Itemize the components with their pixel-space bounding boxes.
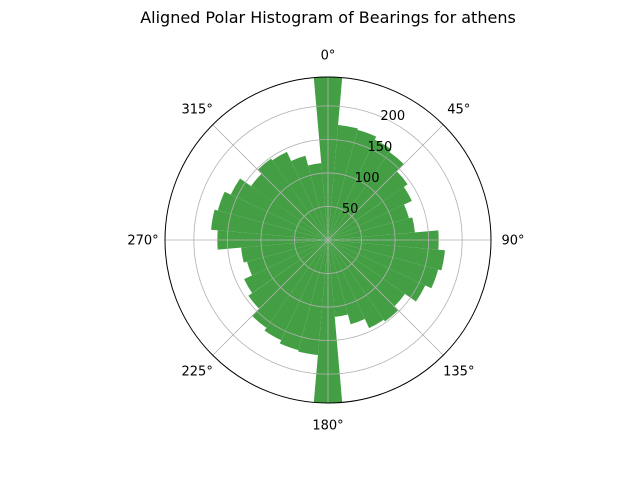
r-tick-label: 100 (355, 171, 380, 186)
polar-bar (251, 173, 328, 240)
polar-frame (164, 76, 492, 404)
polar-bar (272, 151, 328, 240)
angular-gridline (327, 124, 444, 241)
polar-bar (298, 240, 328, 355)
r-tick-label: 200 (380, 109, 405, 124)
polar-bar (328, 129, 377, 240)
polar-bar (328, 240, 348, 317)
r-tick-label: 50 (342, 202, 359, 217)
polar-bar (248, 240, 328, 309)
bars-layer (211, 76, 445, 404)
polar-bar (252, 240, 328, 328)
angular-gridline (212, 239, 329, 356)
theta-tick-label: 180° (312, 419, 343, 434)
polar-bar (264, 240, 328, 341)
theta-tick-label: 90° (501, 234, 524, 249)
tick-labels-layer: 0° 45° 90° 135° 180° 225° 270° 315° 50 100 150 200 (127, 49, 524, 434)
polar-bar (217, 191, 328, 240)
chart-title: Aligned Polar Histogram of Bearings for … (140, 8, 516, 27)
polar-bar (211, 209, 328, 240)
polar-bar (308, 163, 328, 240)
polar-bar (328, 186, 412, 240)
polar-bar (328, 204, 409, 240)
polar-bar (328, 240, 439, 289)
polar-bar (328, 139, 392, 240)
polar-bar (328, 240, 384, 329)
grid-layer (165, 77, 491, 403)
polar-bar (328, 240, 399, 322)
theta-tick-label: 315° (182, 103, 213, 118)
angular-gridline (327, 239, 444, 356)
theta-tick-label: 135° (443, 364, 474, 379)
theta-tick-label: 0° (321, 49, 336, 64)
polar-bar (247, 240, 328, 276)
polar-bar (279, 240, 328, 351)
theta-tick-label: 225° (182, 364, 213, 379)
polar-bar (257, 158, 328, 240)
theta-tick-label: 45° (447, 103, 470, 118)
polar-bar (328, 152, 404, 240)
polar-bar (328, 125, 358, 240)
polar-bar (328, 240, 365, 325)
theta-tick-label: 270° (127, 234, 158, 249)
polar-bar (328, 240, 405, 307)
polar-bar (328, 240, 445, 271)
angular-gridline (212, 124, 329, 241)
polar-bar (244, 240, 328, 294)
polar-bar (328, 171, 408, 240)
polar-bar (291, 155, 328, 240)
r-tick-label: 150 (368, 140, 393, 155)
polar-bar (230, 178, 328, 240)
polar-bar (328, 240, 426, 302)
